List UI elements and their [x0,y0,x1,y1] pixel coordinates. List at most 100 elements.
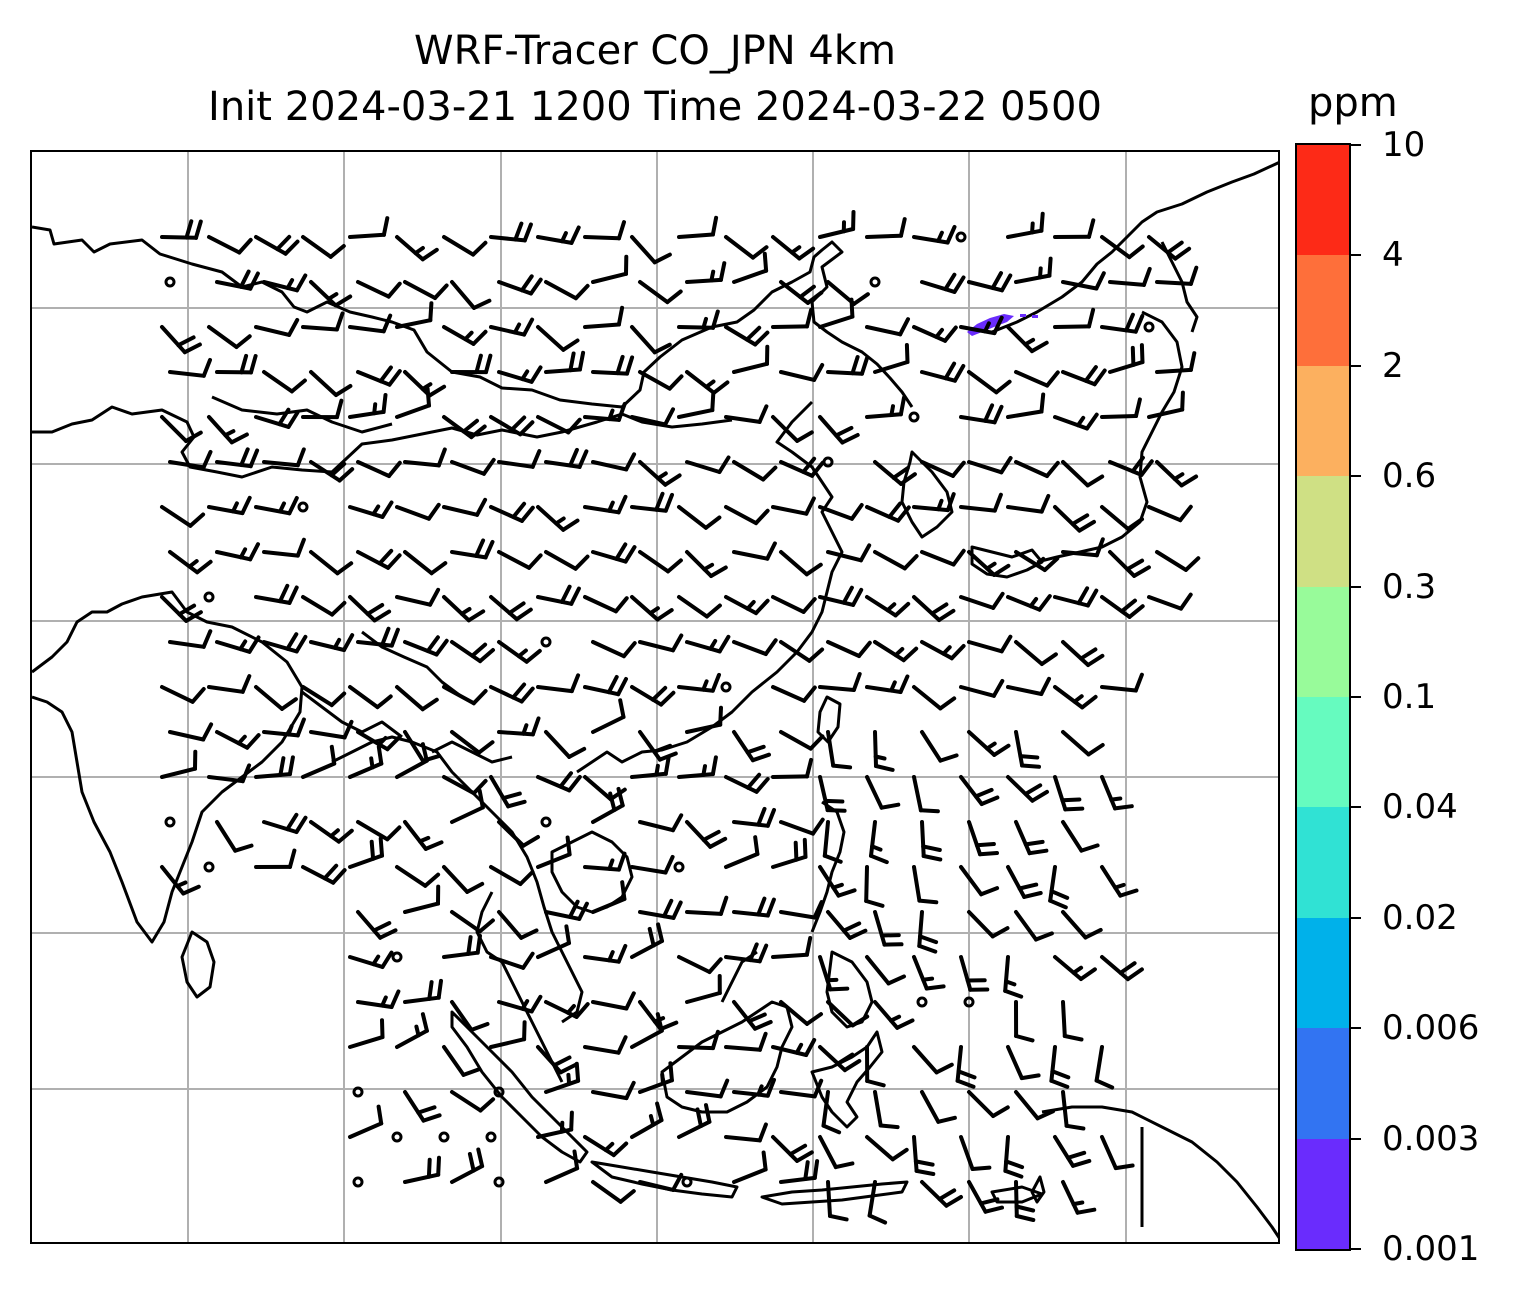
wind-barb-feather [229,432,249,445]
wind-barb-shaft [959,505,997,513]
wind-barb-shaft [967,280,1004,293]
wind-barb-feather [573,554,590,571]
wind-barb-feather [761,465,778,482]
wind-barb-feather [810,460,825,478]
wind-barb-shaft [1014,910,1038,942]
wind-barb-shaft [920,820,926,858]
wind-barb-feather [945,492,956,513]
wind-barb-calm [1143,321,1155,333]
wind-barb-feather [240,495,252,516]
wind-barb-shaft [1100,414,1138,419]
wind-barb-feather [663,755,671,776]
wind-barb-shaft [959,415,997,425]
wind-barb-shaft [1006,1045,1024,1081]
wind-barb-shaft [309,730,347,740]
wind-barb-shaft [638,820,675,833]
wind-barb-feather [328,244,346,259]
wind-barb-feather [521,835,540,848]
wind-barb-feather [701,829,721,842]
colorbar-segment [1297,1028,1349,1139]
wind-barb-shaft [301,595,335,617]
wind-barb-shaft [1014,273,1052,284]
wind-barb-feather [812,363,825,382]
wind-barb-calm [297,501,309,513]
wind-barb-feather [836,1052,855,1066]
map-canvas [32,152,1278,1242]
wind-barb-feather [624,452,637,472]
colorbar-tick [1351,364,1361,367]
wind-barb-shaft [920,640,954,661]
wind-barb-feather [1071,1158,1092,1168]
wind-barb-shaft [1006,865,1027,899]
wind-barb-feather [616,944,628,964]
wind-barb-feather [625,355,635,376]
wind-barb-shaft [583,415,621,422]
wind-barb-shaft [873,730,878,768]
wind-barb-shaft [920,1180,949,1208]
wind-barb-shaft [1100,1135,1118,1171]
wind-barb-shaft [732,1090,770,1098]
wind-barb-feather [807,647,825,663]
wind-barb-shaft [638,1000,663,1032]
wind-barb-feather [381,393,388,414]
wind-barb-shaft [1053,775,1068,812]
wind-barb-feather [918,934,939,945]
wind-barb-feather [765,897,776,918]
wind-barb-shaft [818,314,855,329]
colorbar-segment [1297,476,1349,587]
wind-barb-feather [558,1062,578,1075]
wind-barb-feather [190,687,206,704]
wind-barb-shaft [912,1135,919,1173]
wind-barb-feather [917,898,939,905]
wind-barb-shaft [630,865,668,875]
wind-barb-feather [577,449,589,469]
country-border [431,740,513,764]
wind-barb-feather [898,317,910,337]
wind-barb-shaft [630,771,668,779]
wind-barb-feather [1028,597,1039,609]
wind-barb-feather [378,365,393,384]
wind-barb-feather [994,379,1012,395]
wind-barb-feather [797,246,816,261]
wind-barb-feather [1039,211,1045,233]
wind-barb-feather [471,240,488,257]
wind-barb-shaft [638,460,668,487]
wind-barb-shaft [912,865,922,903]
wind-barb-feather [1071,965,1084,975]
wind-barb-shaft [818,865,841,898]
wind-barb-shaft [207,775,245,784]
wind-barb-shaft [912,955,929,991]
wind-barb-feather [1003,1168,1024,1179]
wind-barb-feather [1139,459,1154,477]
wind-barb-shaft [442,505,480,517]
wind-barb-shaft [865,505,901,523]
wind-barb-feather [1113,804,1134,811]
colorbar-tick-label: 10 [1382,125,1426,165]
wind-barb-shaft [160,595,189,623]
wind-barb-feather [718,261,727,282]
wind-barb-shaft [1100,775,1117,811]
wind-barb-shaft [1147,595,1183,611]
wind-barb-shaft [638,910,676,920]
wind-barb-shaft [818,595,856,607]
wind-barb-shaft [1108,360,1145,374]
wind-barb-shaft [395,758,429,779]
wind-barb-feather [477,740,495,755]
wind-barb-shaft [724,1135,762,1143]
wind-barb-feather [285,632,299,651]
wind-barb-feather [751,245,769,260]
wind-barb-shaft [450,910,482,934]
country-border [301,690,403,739]
wind-barb-shaft [395,595,433,607]
wind-barb-shaft [254,685,284,711]
wind-barb-feather [332,637,342,650]
wind-barb-shaft [544,367,582,374]
wind-barb-feather [648,1114,656,1127]
wind-barb-shaft [779,640,812,663]
wind-barb-shaft [262,640,299,654]
wind-barb-feather [803,1160,810,1181]
wind-barb-feather [522,222,533,243]
wind-barb-feather [1188,351,1197,372]
wind-barb-shaft [1014,1090,1040,1121]
wind-barb-shaft [1100,595,1132,619]
